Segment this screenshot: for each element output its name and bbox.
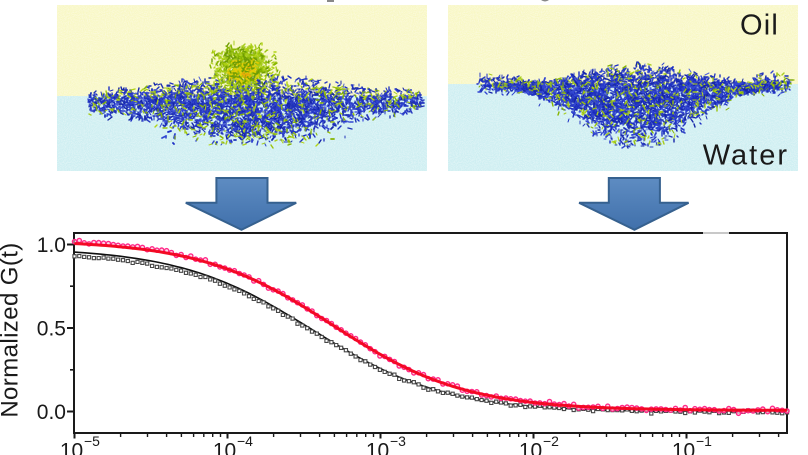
svg-text:10: 10 bbox=[519, 440, 542, 455]
svg-text:10: 10 bbox=[672, 440, 695, 455]
svg-text:−5: −5 bbox=[84, 433, 100, 449]
svg-text:Oil: Oil bbox=[740, 10, 779, 42]
svg-text:−1: −1 bbox=[696, 433, 712, 449]
svg-text:−2: −2 bbox=[543, 433, 559, 449]
svg-text:10: 10 bbox=[213, 440, 236, 455]
svg-text:0.0: 0.0 bbox=[37, 401, 66, 424]
svg-text:1.0: 1.0 bbox=[37, 234, 66, 257]
svg-text:−3: −3 bbox=[390, 433, 406, 449]
svg-text:−4: −4 bbox=[237, 433, 253, 449]
svg-text:0.5: 0.5 bbox=[37, 318, 66, 341]
svg-text:Normalized G(t): Normalized G(t) bbox=[0, 242, 24, 417]
svg-text:10: 10 bbox=[366, 440, 389, 455]
svg-text:10: 10 bbox=[60, 440, 83, 455]
svg-text:Water: Water bbox=[703, 140, 789, 172]
